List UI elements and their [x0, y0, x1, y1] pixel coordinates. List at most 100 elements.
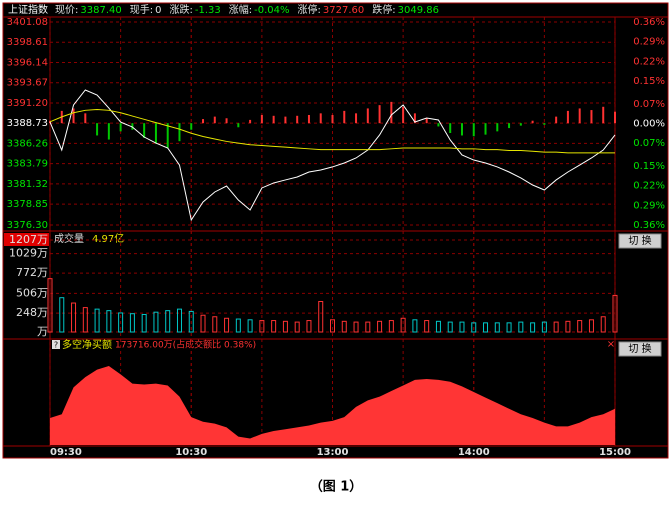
- strength-bar: [178, 123, 181, 142]
- strength-bar: [390, 101, 393, 124]
- volume-bar: [541, 321, 547, 333]
- strength-bar: [531, 120, 534, 124]
- strength-bar: [249, 119, 252, 124]
- strength-bar: [343, 110, 346, 124]
- y-tick-label: 3383.79: [7, 159, 48, 170]
- strength-bar: [49, 120, 51, 124]
- close-icon[interactable]: ×: [607, 339, 615, 350]
- switch-button-label[interactable]: 切 换: [628, 234, 651, 247]
- volume-bar: [294, 321, 300, 333]
- field-value: 3049.86: [398, 5, 439, 16]
- volume-bar: [212, 316, 218, 333]
- volume-bar: [588, 319, 594, 333]
- y2-tick-label: 0.22%: [633, 181, 665, 192]
- help-label[interactable]: ?: [54, 341, 58, 350]
- strength-bar: [260, 114, 263, 124]
- volume-bar: [318, 301, 324, 333]
- volume-bar: [71, 302, 77, 333]
- strength-bar: [72, 108, 75, 124]
- volume-bar: [141, 313, 147, 333]
- price-line: [49, 89, 616, 222]
- volume-bar: [165, 310, 171, 333]
- volume-bar: [118, 312, 124, 333]
- strength-bar: [213, 116, 216, 124]
- volume-bar: [483, 322, 489, 333]
- y2-tick-label: 0.29%: [633, 200, 665, 211]
- volume-bar: [412, 319, 418, 333]
- field-value: -0.04%: [254, 5, 289, 16]
- strength-bar: [472, 123, 475, 137]
- switch-button[interactable]: [618, 233, 662, 249]
- volume-bar: [306, 320, 312, 333]
- index-title: 上证指数: [8, 3, 48, 16]
- volume-bar: [200, 314, 206, 333]
- volume-bar: [400, 317, 406, 333]
- strength-bar: [590, 110, 593, 124]
- volume-bar: [471, 322, 477, 333]
- x-tick-label: 13:00: [317, 447, 349, 458]
- strength-bar: [366, 108, 369, 124]
- volume-bar: [447, 321, 453, 333]
- netbuy-subtitle: 173716.00万(占成交额比 0.38%): [115, 339, 256, 351]
- netbuy-title: 多空净买额: [62, 338, 112, 351]
- y2-tick-label: 0.00%: [633, 119, 665, 130]
- y2-tick-label: 0.29%: [633, 37, 665, 48]
- average-line: [49, 108, 615, 154]
- strength-bar: [555, 116, 558, 124]
- volume-total: 4.97亿: [92, 232, 124, 245]
- switch-button-label[interactable]: 切 换: [628, 342, 651, 355]
- y2-tick-label: 0.15%: [633, 76, 665, 87]
- strength-bar: [496, 123, 499, 132]
- netbuy-area: [50, 365, 615, 445]
- strength-bar: [237, 123, 240, 128]
- x-tick-label: 15:00: [599, 447, 631, 458]
- y-tick-label: 1029万: [9, 247, 48, 260]
- strength-bar: [331, 114, 334, 124]
- field-value: 0: [155, 5, 161, 16]
- y-tick-label: 1207万: [9, 233, 48, 246]
- volume-bar: [494, 322, 500, 333]
- x-tick-label: 10:30: [175, 447, 207, 458]
- volume-bar: [282, 320, 288, 333]
- volume-bar: [47, 278, 53, 333]
- volume-bar: [435, 320, 441, 333]
- strength-bar: [614, 111, 616, 124]
- field-label: 现价:: [55, 4, 78, 16]
- help-icon[interactable]: [52, 340, 60, 349]
- volume-title: 成交量: [54, 232, 84, 245]
- x-tick-label: 14:00: [458, 447, 490, 458]
- strength-bar: [107, 123, 110, 140]
- strength-bar: [284, 116, 287, 124]
- volume-bar: [153, 311, 159, 333]
- strength-bar: [166, 123, 169, 148]
- y2-tick-label: 0.36%: [633, 220, 665, 231]
- field-label: 涨跌:: [169, 3, 192, 16]
- field-label: 现手:: [130, 3, 153, 16]
- volume-bar: [330, 319, 335, 333]
- y-tick-label: 248万: [16, 306, 48, 319]
- volume-bar: [82, 307, 88, 333]
- y2-tick-label: 0.15%: [633, 161, 665, 172]
- switch-button[interactable]: [618, 341, 662, 357]
- volume-bar: [188, 310, 194, 333]
- strength-bar: [484, 123, 487, 135]
- volume-bar: [365, 321, 371, 333]
- strength-bar: [202, 119, 205, 124]
- y-tick-label: 3381.32: [7, 179, 48, 190]
- y-tick-label: 3398.61: [7, 37, 48, 48]
- y2-tick-label: 0.07%: [633, 99, 665, 110]
- strength-bar: [449, 123, 452, 134]
- field-label: 涨幅:: [229, 3, 252, 16]
- volume-bar: [377, 320, 383, 333]
- strength-bar: [543, 123, 546, 125]
- y2-tick-label: 0.22%: [633, 56, 665, 67]
- volume-bar: [506, 322, 512, 333]
- volume-bar: [94, 308, 100, 333]
- y-tick-label: 万: [37, 325, 48, 338]
- strength-bar: [272, 115, 275, 124]
- y-tick-label: 3378.85: [7, 199, 48, 210]
- volume-bar: [259, 320, 265, 333]
- strength-bar: [355, 113, 358, 124]
